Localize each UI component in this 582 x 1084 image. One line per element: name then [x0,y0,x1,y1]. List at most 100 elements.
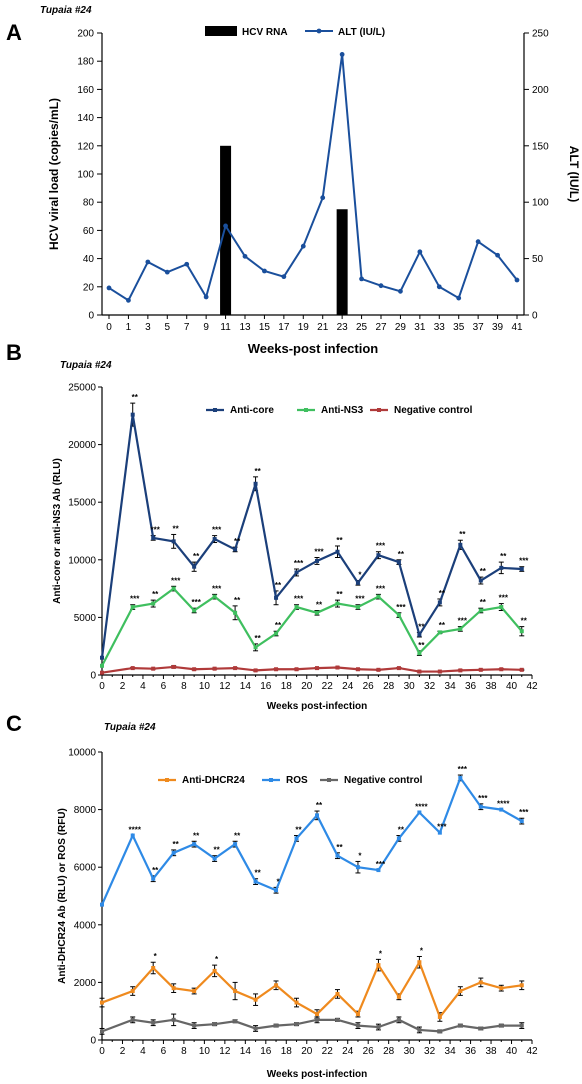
panel-a-alt-point [203,294,209,300]
panel-b-significance-marker: ** [254,634,261,643]
panel-c-significance-marker: **** [128,826,141,835]
panel-c-point-anti-dhcr24 [335,991,340,996]
panel-b-point-anti-ns3 [437,630,442,635]
panel-b-x-tick-label: 38 [485,681,497,692]
panel-a-x-tick-label: 29 [395,322,407,333]
panel-a-right-tick-label: 150 [532,141,549,152]
panel-b-significance-marker: *** [294,559,304,568]
panel-a-x-tick-label: 1 [126,322,132,333]
panel-c-point-ros [417,810,422,815]
panel-c-point-negative-control [151,1020,156,1025]
panel-c-legend-label: Anti-DHCR24 [182,775,245,786]
panel-b-point-anti-core [355,580,360,585]
panel-c-significance-marker: ** [234,831,241,840]
panel-c-point-ros [376,868,381,873]
panel-c-point-negative-control [458,1023,463,1028]
panel-c-y-tick-label: 4000 [74,920,97,931]
panel-c-point-ros [233,842,238,847]
panel-a-left-tick-label: 60 [83,226,95,237]
panel-c-significance-marker: ** [152,866,159,875]
panel-b-point-anti-core [437,600,442,605]
panel-a-left-tick-label: 40 [83,254,95,265]
panel-b-point-anti-core [192,564,197,569]
panel-c-x-tick-label: 24 [342,1046,354,1057]
panel-b-point-anti-ns3 [355,605,360,610]
panel-c-point-anti-dhcr24 [519,983,524,988]
panel-b-point-negative-control [151,666,156,671]
panel-a-alt-point [495,252,500,258]
panel-a-x-tick-label: 9 [203,322,209,333]
panel-a-x-axis-title: Weeks-post infection [248,341,379,356]
panel-c-x-tick-label: 8 [181,1046,187,1057]
panel-b-significance-marker: *** [396,603,406,612]
panel-b-legend-label: Anti-NS3 [321,405,364,416]
panel-c-x-tick-label: 10 [199,1046,211,1057]
panel-c-point-negative-control [233,1019,238,1024]
panel-c-point-negative-control [376,1025,381,1030]
panel-b-point-anti-ns3 [212,594,217,599]
panel-b-x-tick-label: 8 [181,681,187,692]
panel-c-point-anti-dhcr24 [499,986,504,991]
panel-a-alt-point [126,297,131,303]
panel-c-y-axis-title: Anti-DHCR24 Ab (RLU) or ROS (RFU) [57,808,68,984]
panel-b-point-anti-core [294,570,299,575]
panel-c-letter: C [6,711,22,736]
panel-b-significance-marker: ** [439,621,446,630]
panel-b-point-anti-core [130,412,135,417]
panel-b-significance-marker: ** [234,596,241,605]
panel-c-point-anti-dhcr24 [274,983,279,988]
panel-b-point-anti-core [151,535,156,540]
panel-c-point-ros [192,842,197,847]
panel-b-legend-label: Anti-core [230,405,274,416]
panel-c-point-anti-dhcr24 [212,968,217,973]
panel-c-point-anti-dhcr24 [396,994,401,999]
panel-a-legend-bar-swatch [205,26,237,36]
panel-b-significance-marker: ** [173,524,180,533]
panel-b-x-tick-label: 22 [322,681,334,692]
panel-c-point-ros [274,888,279,893]
panel-a-x-tick-label: 35 [453,322,465,333]
panel-a-right-tick-label: 100 [532,198,549,209]
panel-c-x-tick-label: 4 [140,1046,146,1057]
panel-b-significance-marker: ** [193,552,200,561]
panel-b-point-negative-control [376,667,381,672]
panel-a-x-tick-label: 37 [473,322,485,333]
panel-c-point-anti-dhcr24 [192,989,197,994]
panel-c-x-tick-label: 12 [219,1046,231,1057]
panel-a-left-tick-label: 80 [83,198,95,209]
panel-b-significance-marker: *** [519,557,529,566]
panel-a-alt-point [398,288,403,294]
panel-b-subject: Tupaia #24 [60,360,112,371]
panel-b-x-tick-label: 4 [140,681,146,692]
panel-b-point-negative-control [100,670,104,675]
panel-a-x-tick-label: 15 [259,322,271,333]
panel-c-point-anti-dhcr24 [171,986,176,991]
panel-c-significance-marker: * [420,946,424,955]
panel-a-right-tick-label: 0 [532,311,538,322]
panel-c-significance-marker: ** [316,801,323,810]
panel-a-x-tick-label: 33 [434,322,446,333]
panel-b-point-anti-core [499,565,504,570]
panel-a-x-tick-label: 31 [414,322,426,333]
panel-b-significance-marker: ** [152,590,159,599]
panel-b-point-anti-core [458,542,463,547]
panel-b-x-axis-title: Weeks post-infection [267,701,367,712]
panel-b-significance-marker: ** [254,467,261,476]
panel-a-alt-point [106,285,112,291]
panel-a-right-axis-title: ALT (IU/L) [567,146,581,202]
panel-c-point-ros [315,813,319,818]
panel-b-point-anti-core [233,547,238,552]
panel-a-x-tick-label: 0 [106,322,112,333]
panel-c-point-negative-control [335,1017,340,1022]
panel-a-legend-marker [316,28,322,34]
panel-c-x-tick-label: 42 [526,1046,538,1057]
panel-b-significance-marker: *** [458,617,468,626]
panel-b-significance-marker: *** [376,584,386,593]
panel-c-point-negative-control [315,1017,319,1022]
panel-c-y-tick-label: 6000 [74,863,97,874]
panel-b-significance-marker: *** [499,594,509,603]
panel-c-point-anti-dhcr24 [100,1000,104,1005]
panel-c-legend-marker [165,778,169,782]
panel-b-y-tick-label: 25000 [68,383,96,394]
panel-a-letter: A [6,20,22,45]
